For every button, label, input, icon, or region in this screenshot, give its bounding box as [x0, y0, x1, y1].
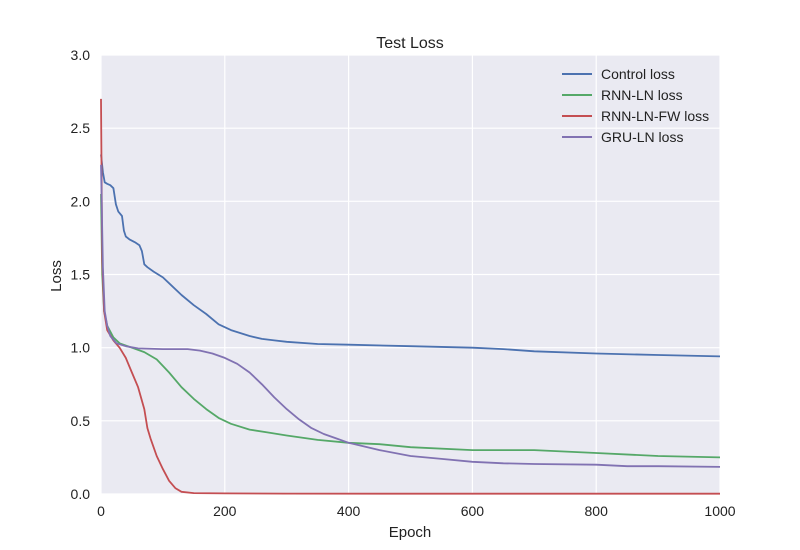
legend: Control loss RNN-LN loss RNN-LN-FW loss GRU…	[562, 66, 709, 145]
y-tick-label: 1.0	[71, 340, 91, 356]
grid-lines	[100, 54, 721, 495]
x-tick-label: 800	[585, 503, 609, 519]
tick-labels: 0 200 400 600 800 1000 0.0 0.5 1.0 1.5 2.0 2.5 3.0	[71, 47, 736, 519]
series-lines	[100, 98, 721, 495]
y-axis-label: Loss	[48, 260, 65, 292]
series-line-rnn-ln-loss	[100, 193, 721, 459]
x-tick-label: 400	[337, 503, 361, 519]
y-tick-label: 1.5	[71, 267, 91, 283]
y-tick-label: 2.0	[71, 193, 91, 209]
y-tick-label: 3.0	[71, 47, 91, 63]
x-tick-label: 1000	[704, 503, 735, 519]
x-axis-label: Epoch	[389, 524, 432, 541]
legend-label-control-loss: Control loss	[601, 66, 675, 82]
series-line-gru-ln-loss	[100, 164, 721, 468]
series-line-control-loss	[100, 154, 721, 358]
chart-title: Test Loss	[376, 35, 444, 52]
legend-label-rnn-ln-fw-loss: RNN-LN-FW loss	[601, 108, 709, 124]
y-tick-label: 0.0	[71, 486, 91, 502]
y-tick-label: 0.5	[71, 413, 91, 429]
y-tick-label: 2.5	[71, 120, 91, 136]
legend-label-rnn-ln-loss: RNN-LN loss	[601, 87, 683, 103]
legend-label-gru-ln-loss: GRU-LN loss	[601, 129, 683, 145]
x-tick-label: 600	[461, 503, 485, 519]
x-tick-label: 200	[213, 503, 237, 519]
x-tick-label: 0	[97, 503, 105, 519]
